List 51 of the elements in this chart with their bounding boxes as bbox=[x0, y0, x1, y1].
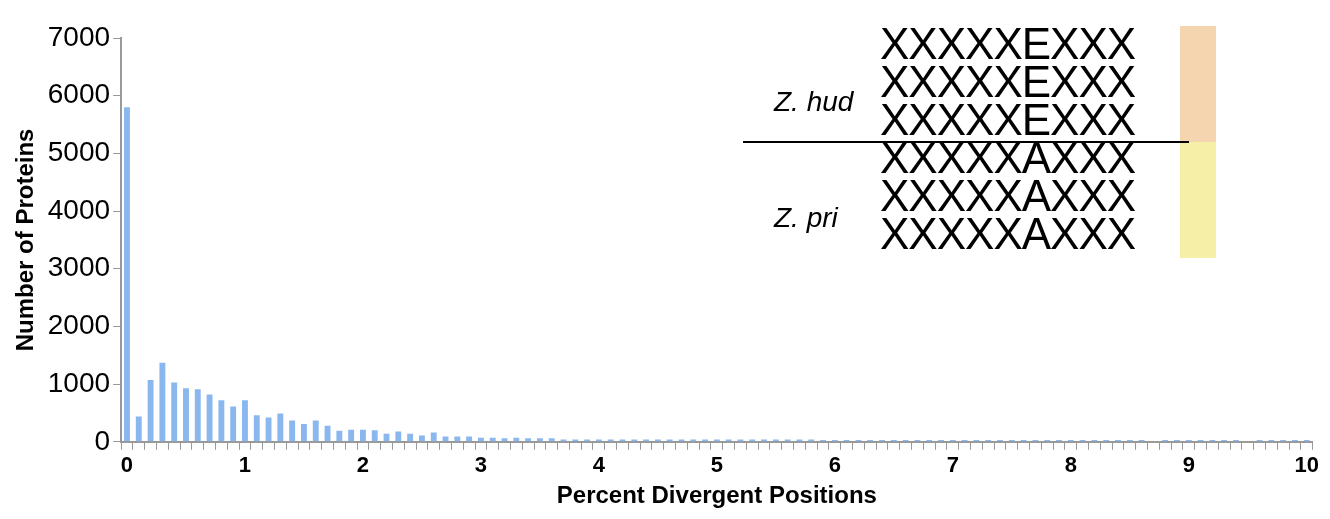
x-tick-label: 10 bbox=[1294, 452, 1319, 478]
bar bbox=[135, 416, 142, 442]
bar bbox=[277, 413, 284, 442]
bar bbox=[171, 382, 178, 442]
y-axis-title: Number of Proteins bbox=[11, 128, 39, 352]
y-tick-label: 1000 bbox=[47, 366, 111, 398]
annotation: Z. hud bbox=[774, 86, 854, 118]
bar bbox=[548, 438, 555, 442]
bar bbox=[147, 380, 154, 442]
bar bbox=[218, 400, 225, 442]
x-tick-label: 1 bbox=[238, 452, 252, 478]
bar bbox=[430, 432, 437, 442]
bar bbox=[536, 438, 543, 442]
bar bbox=[301, 423, 307, 442]
y-tick-label: 6000 bbox=[47, 78, 111, 110]
bar bbox=[348, 429, 355, 442]
x-tick-label: 3 bbox=[474, 452, 488, 478]
bar bbox=[242, 400, 248, 442]
bar bbox=[265, 417, 272, 442]
annotation: Z. pri bbox=[774, 202, 838, 234]
x-tick-label: 8 bbox=[1064, 452, 1077, 478]
x-tick-label: 5 bbox=[710, 452, 723, 478]
bar bbox=[206, 394, 213, 442]
bar bbox=[253, 415, 260, 442]
bar bbox=[359, 429, 366, 442]
bar bbox=[230, 406, 237, 442]
x-tick-label: 2 bbox=[356, 452, 370, 478]
x-tick-label: 7 bbox=[946, 452, 959, 478]
bar bbox=[418, 435, 425, 442]
y-tick-label: 4000 bbox=[47, 193, 111, 225]
x-tick-label: 9 bbox=[1182, 452, 1195, 478]
y-tick-label: 3000 bbox=[47, 251, 111, 283]
y-tick-label: 7000 bbox=[47, 20, 111, 52]
bar bbox=[525, 438, 532, 442]
bar bbox=[312, 420, 319, 442]
x-tick-label: 0 bbox=[120, 452, 134, 478]
bar bbox=[395, 431, 402, 442]
bar bbox=[407, 433, 414, 442]
y-tick-label: 5000 bbox=[47, 136, 111, 168]
bar bbox=[371, 430, 378, 442]
bar bbox=[124, 107, 130, 442]
y-tick-label: 2000 bbox=[47, 309, 111, 341]
bar bbox=[336, 430, 343, 442]
x-tick-label: 6 bbox=[828, 452, 841, 478]
bar bbox=[183, 388, 189, 442]
x-axis-title: Percent Divergent Positions bbox=[556, 481, 877, 509]
x-tick-label: 4 bbox=[592, 452, 606, 478]
y-tick-label: 0 bbox=[94, 424, 111, 456]
bar bbox=[194, 389, 201, 442]
bar bbox=[289, 420, 296, 442]
bar bbox=[159, 362, 166, 442]
